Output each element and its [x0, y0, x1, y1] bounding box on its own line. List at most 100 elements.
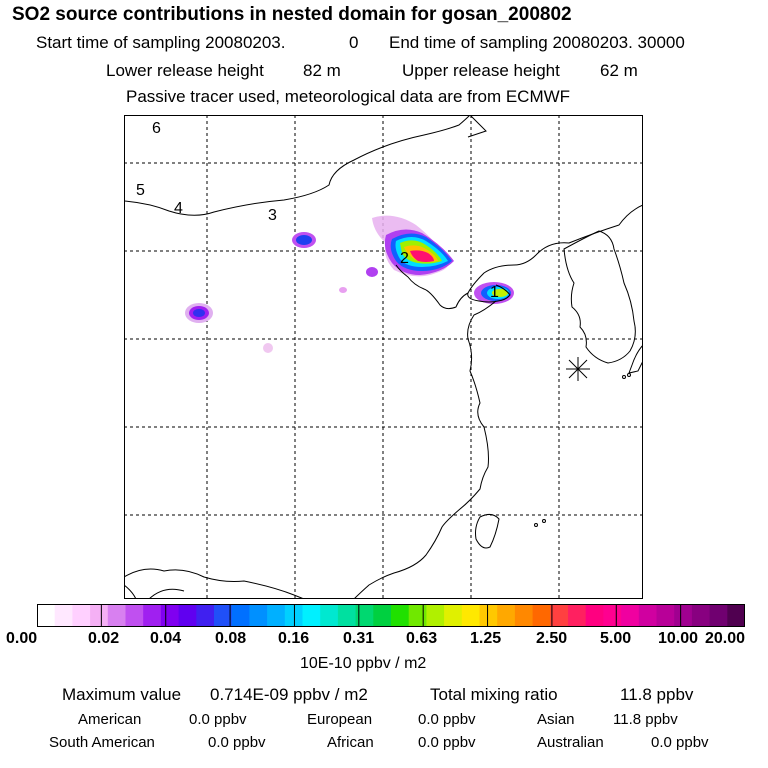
coastline [353, 300, 497, 599]
lower-release-value: 82 m [303, 61, 341, 80]
region-name: Australian [537, 734, 604, 751]
patch-small [339, 287, 347, 293]
plot-title: SO2 source contributions in nested domai… [12, 4, 572, 25]
colorbar-cell [373, 604, 392, 627]
colorbar-cell [461, 604, 481, 627]
colorbar-cell [691, 604, 711, 627]
colorbar-cell [426, 604, 445, 627]
colorbar-cell [214, 604, 233, 627]
receptor-marker [566, 357, 590, 381]
colorbar-unit: 10E-10 ppbv / m2 [300, 655, 427, 672]
colorbar-cell [302, 604, 321, 627]
colorbar-tick-label: 0.02 [88, 630, 120, 647]
colorbar-cell [178, 604, 197, 627]
colorbar-tick-label: 10.00 [658, 630, 699, 647]
start-time-value: 0 [349, 33, 359, 52]
start-time-label: Start time of sampling 20080203. [36, 33, 286, 52]
source-labels: 1 2 3 4 5 6 [136, 120, 499, 301]
colorbar-cell [125, 604, 144, 627]
colorbar-cell [550, 604, 569, 627]
source-label-6: 6 [152, 120, 161, 137]
plume-field [185, 215, 514, 353]
colorbar-cell [196, 604, 215, 627]
source-label-5: 5 [136, 182, 145, 199]
colorbar-cell [532, 604, 551, 627]
colorbar-cell [656, 604, 675, 627]
region-name: European [307, 711, 373, 728]
colorbar-cell [160, 604, 180, 627]
colorbar [37, 604, 745, 627]
colorbar-frame [37, 604, 745, 627]
colorbar-cell [90, 604, 109, 627]
island [534, 523, 538, 527]
colorbar-tick-label: 0.00 [6, 630, 38, 647]
patch-small [263, 343, 273, 353]
region-name: South American [49, 734, 155, 751]
colorbar-cell [479, 604, 498, 627]
colorbar-cell [337, 604, 357, 627]
korea-coast [563, 230, 636, 364]
region-name: American [78, 711, 142, 728]
colorbar-tick-label: 2.50 [536, 630, 568, 647]
colorbar-cell [727, 604, 745, 627]
colorbar-cell [37, 604, 56, 627]
plume-red [410, 250, 434, 262]
colorbar-cell [444, 604, 463, 627]
colorbar-cell [514, 604, 534, 627]
region-name: African [327, 734, 374, 751]
colorbar-cell [54, 604, 73, 627]
patch-small [366, 267, 378, 277]
colorbar-cell [408, 604, 427, 627]
colorbar-cell [72, 604, 91, 627]
max-value-label: Maximum value [62, 685, 182, 704]
map-panel: 1 2 3 4 5 6 [124, 115, 643, 599]
island [622, 375, 626, 379]
region-value: 0.0 ppbv [189, 711, 247, 728]
colorbar-cell [674, 604, 693, 627]
colorbar-cell [568, 604, 587, 627]
region-value: 0.0 ppbv [418, 711, 476, 728]
colorbar-cell [231, 604, 250, 627]
max-value: 0.714E-09 ppbv / m2 [210, 685, 368, 704]
colorbar-tick-label: 0.08 [215, 630, 247, 647]
colorbar-cell [391, 604, 410, 627]
colorbar-tick-label: 5.00 [600, 630, 632, 647]
border-line [124, 115, 471, 216]
hotspot-west-inner [193, 309, 205, 317]
receptor-stroke [568, 359, 588, 379]
source-label-4: 4 [174, 200, 183, 217]
coastlines-borders [124, 115, 643, 599]
source-label-2: 2 [400, 250, 409, 267]
colorbar-cell [603, 604, 622, 627]
hotspot-3-inner [296, 235, 312, 245]
grid-lines [124, 115, 643, 599]
hotspot-1-green [492, 289, 508, 297]
colorbar-tick-label: 0.63 [406, 630, 438, 647]
colorbar-tick-label: 20.00 [705, 630, 746, 647]
colorbar-cell [320, 604, 339, 627]
colorbar-tick-label: 0.31 [343, 630, 375, 647]
colorbar-tick-label: 0.16 [278, 630, 310, 647]
colorbar-cell [355, 604, 374, 627]
region-value: 0.0 ppbv [651, 734, 709, 751]
total-mixing-label: Total mixing ratio [430, 685, 558, 704]
region-value: 11.8 ppbv [613, 711, 678, 728]
upper-release-label: Upper release height [402, 61, 560, 80]
source-label-3: 3 [268, 207, 277, 224]
region-value: 0.0 ppbv [208, 734, 266, 751]
colorbar-tick-label: 1.25 [470, 630, 502, 647]
coastline [395, 264, 469, 310]
colorbar-cell [585, 604, 604, 627]
region-name: Asian [537, 711, 575, 728]
total-mixing-value: 11.8 ppbv [620, 685, 694, 704]
colorbar-cell [638, 604, 658, 627]
tracer-note: Passive tracer used, meteorological data… [126, 87, 571, 106]
upper-release-value: 62 m [600, 61, 638, 80]
colorbar-cell [249, 604, 268, 627]
colorbar-cell [497, 604, 516, 627]
border-line [148, 588, 185, 599]
taiwan-coast [475, 513, 500, 549]
colorbar-tick-label: 0.04 [150, 630, 182, 647]
lower-release-label: Lower release height [106, 61, 264, 80]
border-line [513, 204, 643, 266]
